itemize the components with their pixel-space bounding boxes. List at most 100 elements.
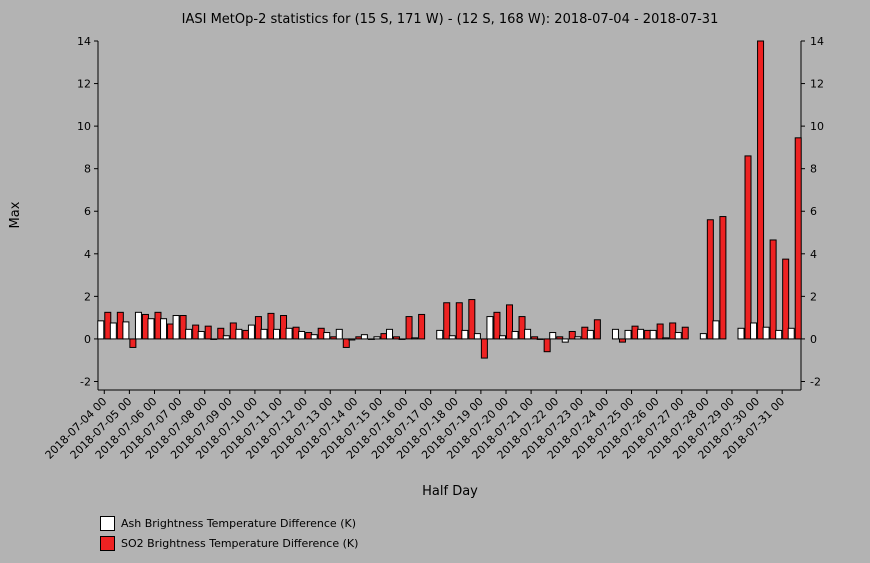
bar-ash [649,329,657,340]
bar-ash [787,327,795,340]
bar-so2 [681,326,689,340]
y-tick-label-left: 10 [77,120,91,133]
bar-ash [473,333,481,340]
bar-ash [147,318,155,340]
y-tick-label-left: 8 [84,163,91,176]
bar-so2 [254,316,262,340]
bar-so2 [769,239,777,340]
legend-item-ash: Ash Brightness Temperature Difference (K… [100,513,358,533]
bar-ash [461,329,469,340]
bar-ash [511,330,519,340]
bar-ash [561,338,569,343]
bar-ash [750,322,758,340]
y-ticks: -2 -2 0 0 2 2 4 4 6 6 8 8 10 10 12 12 14 14 [77,35,824,388]
bar-so2 [468,299,476,340]
bar-ash [586,329,594,340]
y-tick-label-right: 0 [810,333,817,346]
bar-ash [498,335,506,340]
bar-so2 [129,338,137,348]
bar-so2 [480,338,488,359]
bar-ash [699,333,707,340]
y-tick-label-right: 8 [810,163,817,176]
y-tick-label-right: 12 [810,78,824,91]
legend-swatch-so2 [100,535,115,551]
legend-label-ash: Ash Brightness Temperature Difference (K… [121,516,356,530]
bar-ash [624,329,632,340]
bar-ash [536,338,544,340]
bar-ash [172,315,180,340]
bar-so2 [568,330,576,340]
bar-so2 [706,219,714,340]
bars [97,40,802,359]
bar-so2 [418,313,426,340]
y-tick-label-left: 2 [84,290,91,303]
bar-ash [411,337,419,340]
bar-ash [109,322,117,340]
bar-so2 [280,315,288,340]
y-tick-label-left: 6 [84,205,91,218]
bar-ash [235,328,243,340]
bar-ash [762,326,770,340]
bar-ash [160,318,168,340]
bar-ash [373,336,381,340]
bar-so2 [443,302,451,340]
bar-so2 [393,336,401,340]
bar-so2 [342,338,350,348]
chart-title: IASI MetOp-2 statistics for (15 S, 171 W… [182,12,719,27]
bar-ash [210,338,218,340]
bar-ash [247,324,255,340]
bar-ash [549,332,557,340]
bar-ash [222,335,230,340]
bar-ash [662,337,670,340]
bar-ash [398,338,406,340]
bar-ash [348,338,356,341]
y-tick-label-right: -2 [810,375,821,388]
y-tick-label-left: -2 [80,375,91,388]
bar-ash [134,311,142,340]
legend-item-so2: SO2 Brightness Temperature Difference (K… [100,533,358,553]
bar-so2 [593,319,601,340]
bar-ash [197,330,205,340]
bar-so2 [217,327,225,340]
y-tick-label-left: 14 [77,35,91,48]
bar-ash [637,328,645,340]
bar-so2 [204,325,212,340]
bar-ash [273,328,281,340]
y-tick-label-left: 0 [84,333,91,346]
bar-so2 [267,312,275,340]
bar-so2 [405,316,413,340]
bar-ash [448,335,456,340]
x-axis-label: Half Day [422,484,478,499]
y-tick-label-left: 12 [77,78,91,91]
bar-so2 [669,322,677,340]
y-tick-label-right: 2 [810,290,817,303]
bar-so2 [531,336,539,340]
bar-ash [285,327,293,340]
bar-ash [122,321,130,340]
legend-label-so2: SO2 Brightness Temperature Difference (K… [121,536,359,550]
bar-ash [524,328,532,340]
bar-ash [611,328,619,340]
y-tick-label-right: 10 [810,120,824,133]
bar-so2 [505,304,513,340]
bar-so2 [543,338,551,353]
bar-so2 [656,323,664,340]
y-axis-label: Max [8,201,23,228]
bar-ash [335,328,343,340]
bar-ash [674,332,682,340]
bar-so2 [455,302,463,340]
bar-so2 [493,311,501,340]
bar-so2 [744,155,752,340]
bar-ash [775,329,783,340]
bar-so2 [618,338,626,343]
bar-so2 [518,316,526,340]
bar-ash [298,330,306,340]
legend-swatch-ash [100,515,115,531]
bar-ash [737,327,745,340]
bar-so2 [794,137,802,340]
bar-so2 [179,315,187,340]
bar-ash [712,320,720,340]
y-tick-label-left: 4 [84,248,91,261]
